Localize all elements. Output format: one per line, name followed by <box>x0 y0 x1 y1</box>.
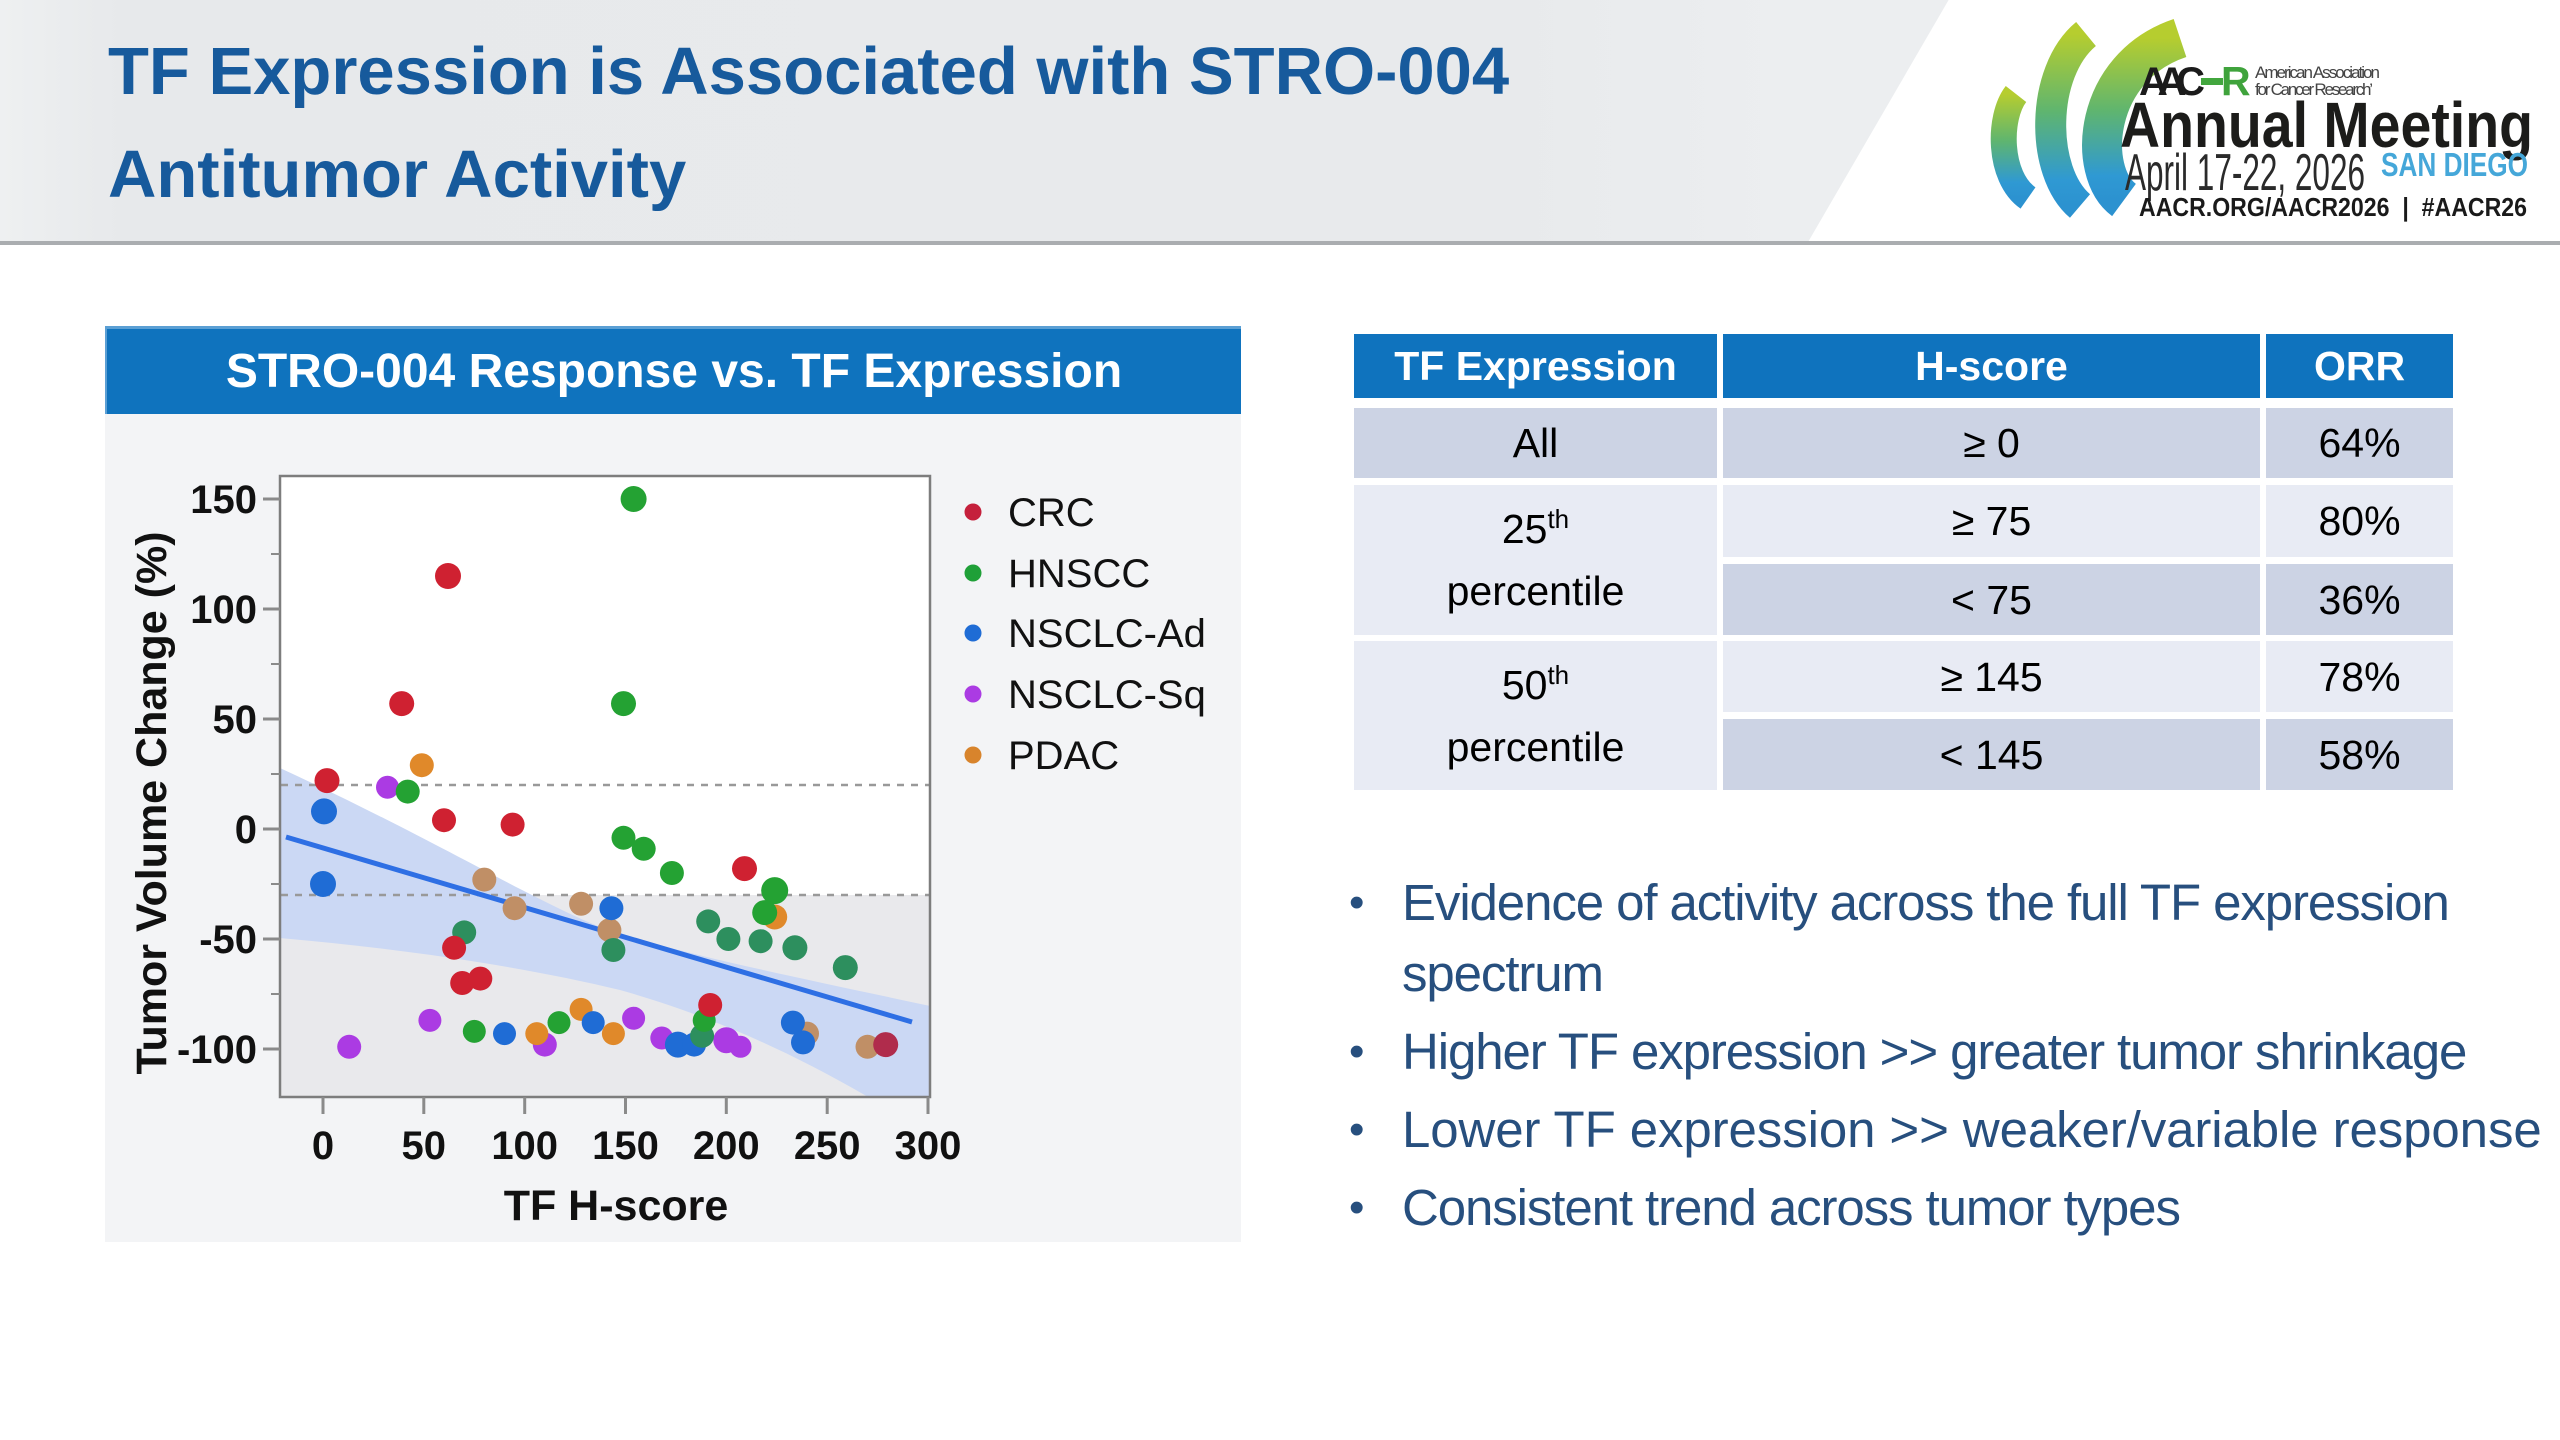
svg-text:0: 0 <box>235 808 257 852</box>
svg-text:250: 250 <box>794 1124 861 1168</box>
svg-text:AACR.ORG/AACR2026 | #AACR26: AACR.ORG/AACR2026 | #AACR26 <box>2139 192 2527 222</box>
svg-text:150: 150 <box>592 1124 659 1168</box>
svg-text:150: 150 <box>190 478 257 522</box>
svg-text:PDAC: PDAC <box>1008 734 1119 778</box>
svg-text:NSCLC-Sq: NSCLC-Sq <box>1008 673 1206 717</box>
svg-text:Annual Meeting: Annual Meeting <box>2120 89 2533 161</box>
svg-text:50: 50 <box>402 1124 447 1168</box>
svg-text:April 17-22, 2026: April 17-22, 2026 <box>2125 144 2365 202</box>
svg-text:100: 100 <box>190 588 257 632</box>
svg-text:for Cancer Research’: for Cancer Research’ <box>2255 80 2373 99</box>
svg-text:100: 100 <box>491 1124 558 1168</box>
svg-text:American Association: American Association <box>2255 63 2380 82</box>
svg-text:200: 200 <box>693 1124 760 1168</box>
svg-text:-50: -50 <box>199 918 257 962</box>
svg-text:50: 50 <box>213 698 258 742</box>
svg-text:TF H-score: TF H-score <box>504 1182 729 1230</box>
svg-text:300: 300 <box>895 1124 962 1168</box>
svg-text:AAC: AAC <box>2139 60 2205 104</box>
svg-text:-100: -100 <box>177 1028 257 1072</box>
svg-text:SAN DIEGO: SAN DIEGO <box>2381 146 2528 183</box>
svg-text:HNSCC: HNSCC <box>1008 552 1150 596</box>
svg-text:NSCLC-Ad: NSCLC-Ad <box>1008 612 1206 656</box>
svg-text:R: R <box>2221 58 2251 104</box>
svg-text:CRC: CRC <box>1008 491 1095 535</box>
svg-text:0: 0 <box>312 1124 334 1168</box>
svg-text:Tumor Volume Change (%): Tumor Volume Change (%) <box>128 531 176 1074</box>
